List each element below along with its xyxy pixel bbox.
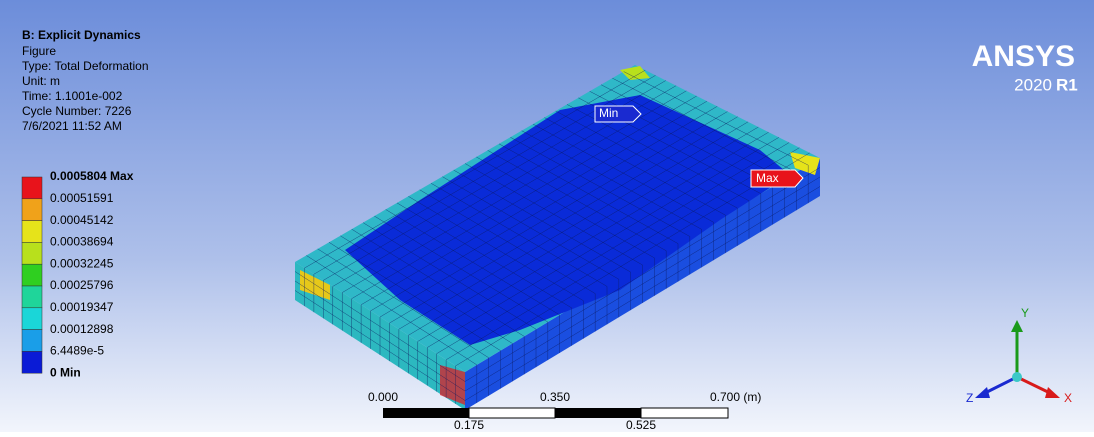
logo-release: R1 — [1056, 75, 1078, 94]
triad-origin — [1012, 372, 1022, 382]
legend-swatch — [22, 199, 42, 221]
logo-year: 2020 — [1014, 75, 1052, 94]
y-axis-label: Y — [1021, 306, 1029, 320]
scale-label: 0.700 (m) — [710, 390, 761, 404]
scale-bar — [383, 408, 728, 418]
legend-label: 0.0005804 Max — [50, 169, 134, 183]
scale-segment — [555, 408, 641, 418]
min-label: Min — [599, 106, 618, 120]
max-label: Max — [756, 171, 779, 185]
scale-segment — [469, 408, 555, 418]
scale-segment — [383, 408, 469, 418]
logo-name: ANSYS — [972, 40, 1075, 73]
z-axis-label: Z — [966, 391, 973, 405]
legend-label: 0.00038694 — [50, 235, 114, 249]
legend-label: 0.00012898 — [50, 322, 114, 336]
legend-label: 0.00025796 — [50, 278, 114, 292]
header-title: B: Explicit Dynamics — [22, 28, 141, 42]
header-line: 7/6/2021 11:52 AM — [22, 119, 122, 133]
x-axis-label: X — [1064, 391, 1072, 405]
legend-label: 0.00032245 — [50, 256, 114, 270]
header-line: Unit: m — [22, 74, 60, 88]
legend-swatch — [22, 221, 42, 243]
legend-label: 0.00019347 — [50, 300, 114, 314]
legend-swatch — [22, 286, 42, 308]
header-line: Figure — [22, 44, 56, 58]
legend-swatch — [22, 351, 42, 373]
legend-label: 0.00051591 — [50, 191, 114, 205]
legend-label: 0.00045142 — [50, 213, 114, 227]
header-line: Time: 1.1001e-002 — [22, 89, 123, 103]
legend-swatch — [22, 264, 42, 286]
scale-label: 0.525 — [626, 418, 656, 432]
scale-label: 0.350 — [540, 390, 570, 404]
legend-swatch — [22, 308, 42, 330]
legend-swatch — [22, 330, 42, 352]
header-line: Cycle Number: 7226 — [22, 104, 132, 118]
scale-label: 0.175 — [454, 418, 484, 432]
legend-label: 6.4489e-5 — [50, 344, 104, 358]
viewport: B: Explicit Dynamics FigureType: Total D… — [0, 0, 1094, 432]
header-line: Type: Total Deformation — [22, 59, 149, 73]
legend-swatch — [22, 242, 42, 264]
scale-segment — [641, 408, 728, 418]
legend-label: 0 Min — [50, 365, 81, 379]
legend-swatch — [22, 177, 42, 199]
scale-label: 0.000 — [368, 390, 398, 404]
